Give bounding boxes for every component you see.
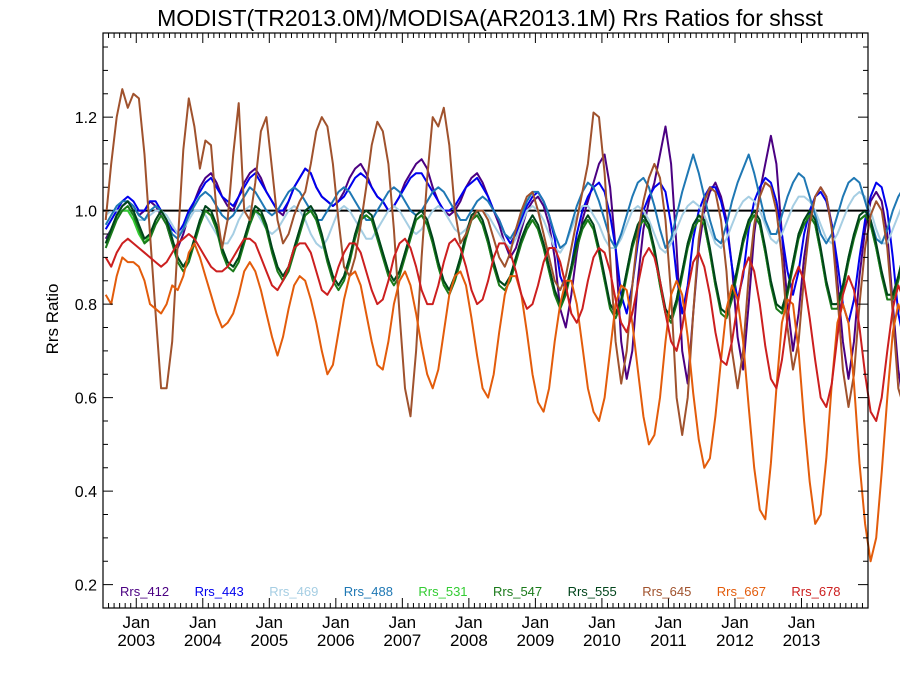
- series-line-rrs_667: [104, 242, 900, 563]
- x-tick-label-year: 2011: [650, 631, 687, 650]
- x-tick-label-year: 2010: [583, 631, 621, 650]
- x-tick-label-year: 2004: [184, 631, 222, 650]
- x-tick-label-year: 2009: [516, 631, 554, 650]
- legend: Rrs_412 Rrs_443 Rrs_469 Rrs_488 Rrs_531 Rrs_5…: [120, 584, 841, 599]
- legend-entry-rrs_645: Rrs_645: [642, 584, 691, 599]
- y-tick-label: 0.6: [75, 391, 97, 408]
- x-tick-label-year: 2013: [783, 631, 821, 650]
- x-tick-label-month: Jan: [522, 613, 549, 632]
- axis-ticks: 0.20.40.60.81.01.2Jan2003Jan2004Jan2005J…: [75, 33, 869, 650]
- y-tick-label: 0.2: [75, 578, 97, 595]
- legend-entry-rrs_469: Rrs_469: [269, 584, 318, 599]
- legend-entry-rrs_412: Rrs_412: [120, 584, 169, 599]
- legend-entry-rrs_678: Rrs_678: [791, 584, 840, 599]
- legend-entry-rrs_667: Rrs_667: [717, 584, 766, 599]
- y-tick-label: 1.2: [75, 110, 97, 127]
- y-tick-label: 1.0: [75, 204, 97, 221]
- x-tick-label-month: Jan: [588, 613, 615, 632]
- x-tick-label-year: 2007: [383, 631, 421, 650]
- plot-frame: [102, 32, 869, 609]
- x-tick-label-month: Jan: [721, 613, 748, 632]
- x-tick-label-month: Jan: [655, 613, 682, 632]
- series-line-rrs_645: [104, 88, 900, 436]
- series-layer: [104, 88, 900, 563]
- x-tick-label-month: Jan: [788, 613, 815, 632]
- x-tick-label-year: 2003: [117, 631, 155, 650]
- y-axis-label: Rrs Ratio: [43, 284, 62, 355]
- x-tick-label-year: 2005: [250, 631, 288, 650]
- legend-entry-rrs_443: Rrs_443: [195, 584, 244, 599]
- x-tick-label-month: Jan: [322, 613, 349, 632]
- legend-entry-rrs_547: Rrs_547: [493, 584, 542, 599]
- legend-entry-rrs_488: Rrs_488: [344, 584, 393, 599]
- series-line-rrs_469: [105, 190, 900, 254]
- series-line-rrs_443: [104, 167, 900, 328]
- x-tick-label-month: Jan: [389, 613, 416, 632]
- x-tick-label-year: 2012: [716, 631, 754, 650]
- x-tick-label-month: Jan: [256, 613, 283, 632]
- series-line-rrs_488: [104, 153, 900, 249]
- y-tick-label: 0.8: [75, 297, 97, 314]
- x-tick-label-year: 2006: [317, 631, 355, 650]
- y-tick-label: 0.4: [75, 484, 97, 501]
- legend-entry-rrs_531: Rrs_531: [418, 584, 467, 599]
- chart-title: MODIST(TR2013.0M)/MODISA(AR2013.1M) Rrs …: [157, 5, 823, 31]
- x-tick-label-month: Jan: [123, 613, 150, 632]
- series-line-rrs_678: [104, 233, 900, 422]
- legend-entry-rrs_555: Rrs_555: [568, 584, 617, 599]
- x-tick-label-year: 2008: [450, 631, 488, 650]
- x-tick-label-month: Jan: [455, 613, 482, 632]
- x-tick-label-month: Jan: [189, 613, 216, 632]
